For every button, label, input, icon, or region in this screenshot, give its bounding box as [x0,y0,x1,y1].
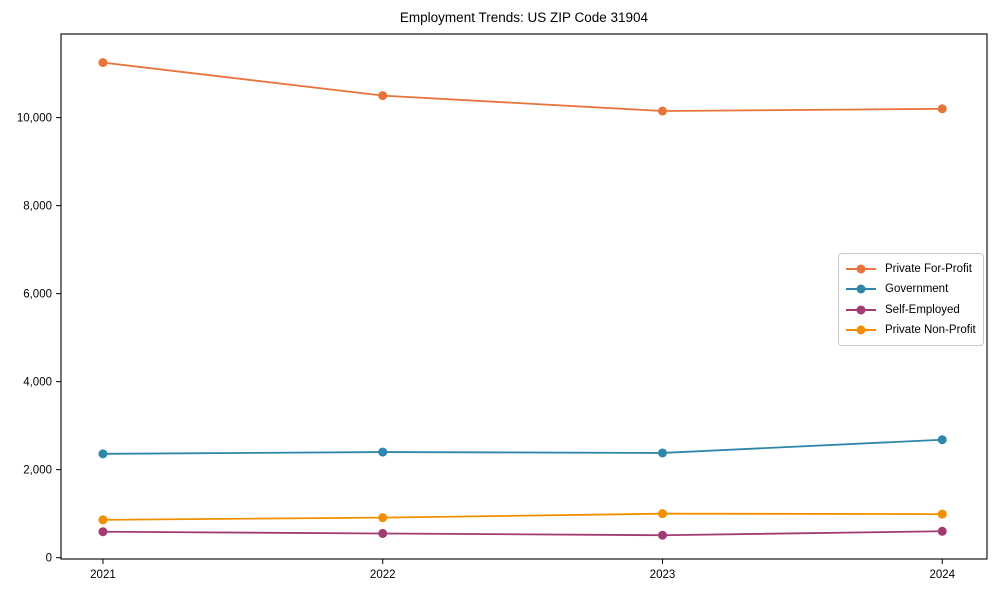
y-tick-label: 6,000 [23,289,52,301]
legend-item: Private Non-Profit [846,324,976,336]
legend-label: Self-Employed [885,303,960,316]
data-point-marker-icon [937,104,947,114]
series-line [102,61,943,112]
legend-line-marker-icon [846,305,876,315]
x-tick-label: 2023 [650,569,676,581]
data-point-marker-icon [657,530,667,540]
data-point-marker-icon [98,527,108,537]
data-point-marker-icon [98,449,108,459]
series-line [102,530,943,537]
data-point-marker-icon [378,447,388,457]
x-tick-label: 2021 [90,569,116,581]
data-point-marker-icon [657,448,667,458]
legend-label: Private Non-Profit [885,323,976,336]
legend-line-marker-icon [846,264,876,274]
data-point-marker-icon [937,435,947,445]
data-point-marker-icon [378,91,388,101]
y-tick-label: 8,000 [23,201,52,213]
x-tick-label: 2024 [929,569,955,581]
legend-line-marker-icon [846,325,876,335]
series-line [102,512,943,521]
legend-line-marker-icon [846,284,876,294]
data-point-marker-icon [378,513,388,523]
x-tick-label: 2022 [370,569,396,581]
data-point-marker-icon [98,515,108,525]
data-point-marker-icon [98,58,108,68]
legend-label: Private For-Profit [885,263,972,276]
legend-item: Self-Employed [846,304,976,316]
y-tick-label: 0 [46,553,52,565]
legend-item: Government [846,283,976,295]
data-point-marker-icon [378,528,388,538]
data-point-marker-icon [937,526,947,536]
series-line [102,438,943,455]
y-tick-label: 4,000 [23,377,52,389]
data-point-marker-icon [937,509,947,519]
chart-title: Employment Trends: US ZIP Code 31904 [399,10,649,25]
y-tick-label: 10,000 [17,113,52,125]
axes-box [60,33,988,560]
y-tick-label: 2,000 [23,465,52,477]
data-point-marker-icon [657,509,667,519]
legend-item: Private For-Profit [846,263,976,275]
legend: Private For-Profit Government Self-Employe… [838,253,984,346]
data-point-marker-icon [657,106,667,116]
legend-label: Government [885,283,949,296]
